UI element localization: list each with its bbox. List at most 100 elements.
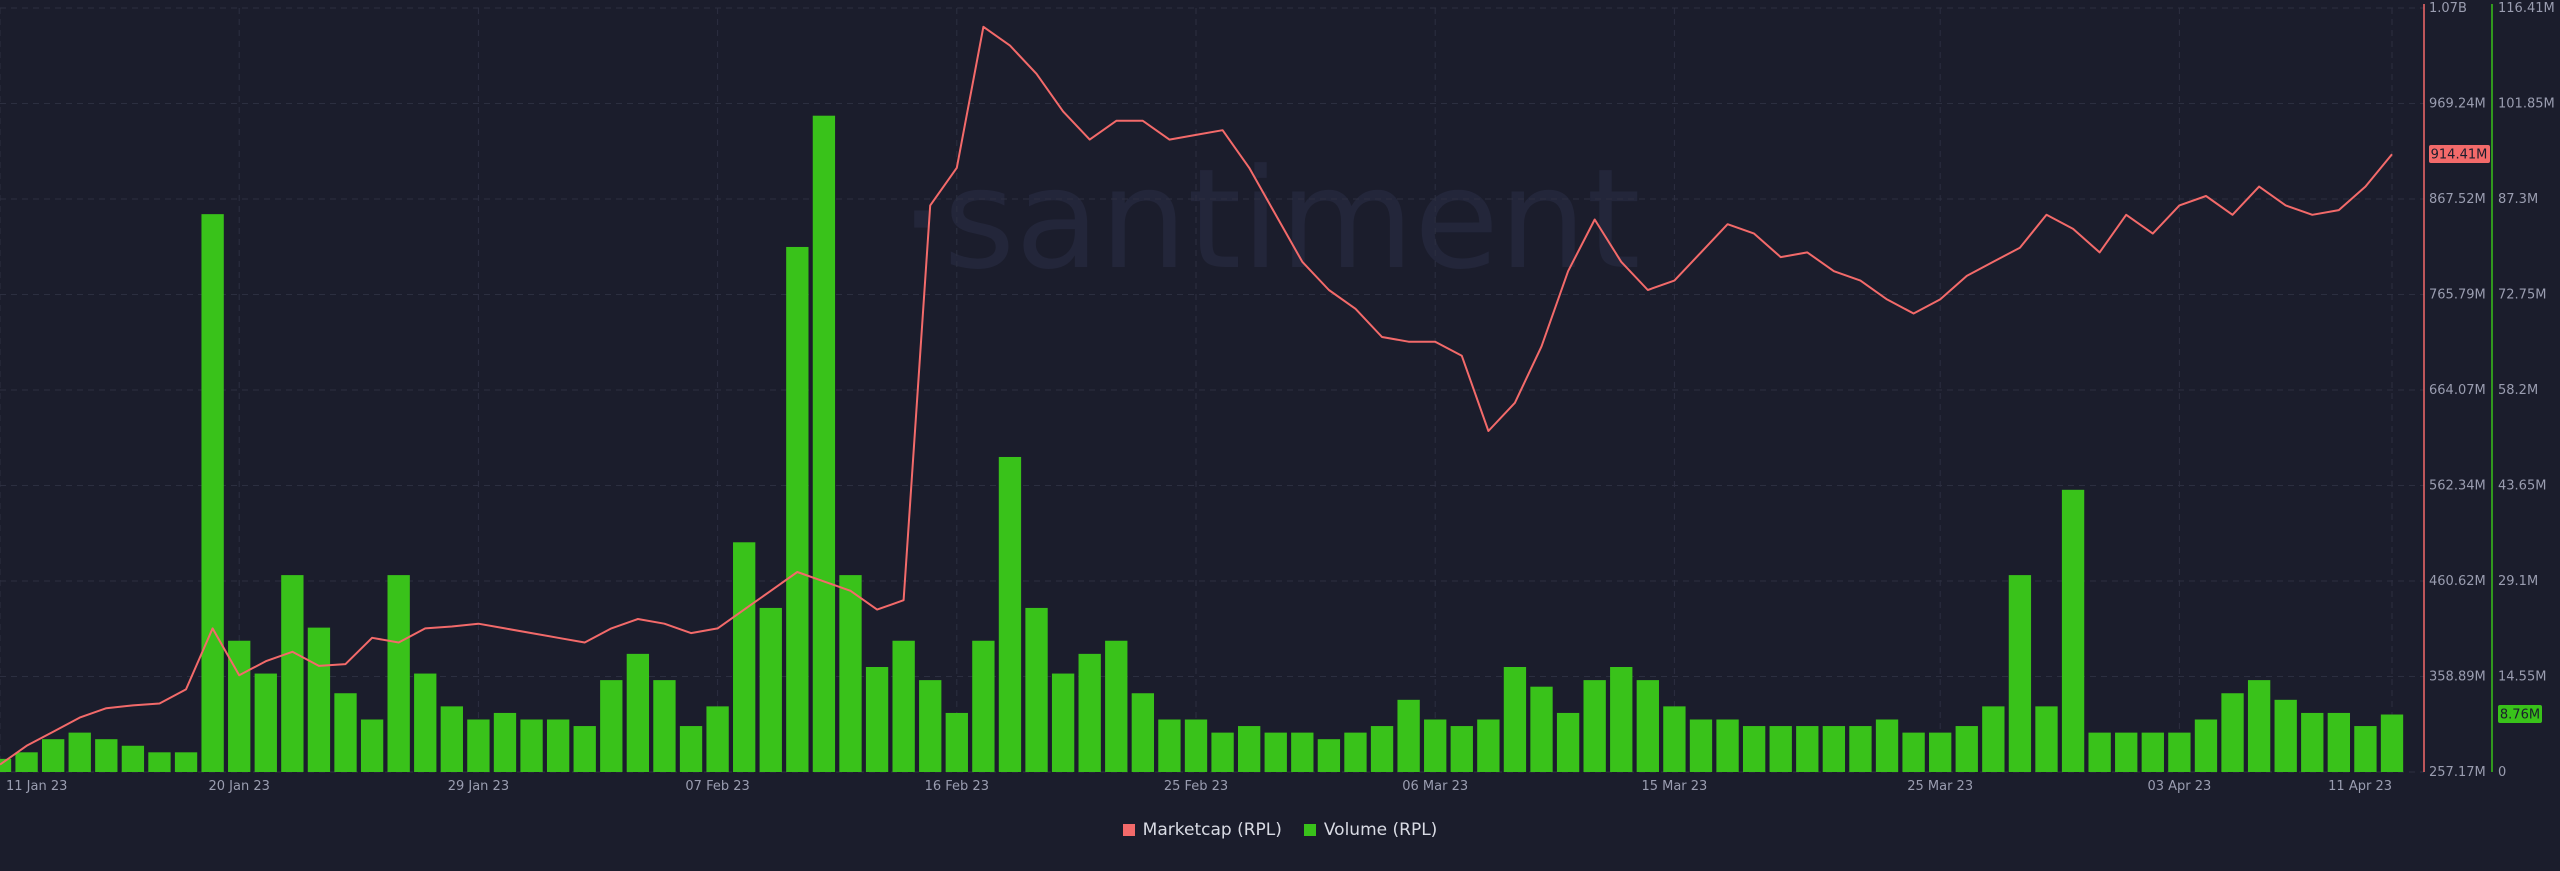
y-left-tick-label: 257.17M	[2429, 765, 2486, 780]
volume-bar	[972, 640, 995, 772]
volume-bar	[2061, 489, 2085, 772]
current-value-badges: 914.41M 8.76M	[2429, 145, 2542, 723]
volume-bar	[759, 607, 782, 772]
volume-bar	[307, 627, 331, 772]
x-tick-label: 29 Jan 23	[448, 779, 509, 794]
volume-bar	[1663, 706, 1686, 772]
volume-bar	[228, 640, 251, 772]
y-left-tick-label: 562.34M	[2429, 479, 2486, 494]
volume-bar	[2221, 693, 2244, 772]
volume-bar	[1264, 732, 1287, 772]
x-tick-label: 03 Apr 23	[2147, 779, 2211, 794]
volume-bar	[706, 706, 729, 772]
volume-bar	[334, 693, 357, 772]
volume-bar	[2354, 726, 2377, 772]
volume-bar	[1689, 719, 1713, 772]
volume-bar	[1982, 706, 2005, 772]
volume-bar	[1131, 693, 1155, 772]
x-tick-label: 11 Apr 23	[2328, 779, 2392, 794]
volume-bar	[1875, 719, 1899, 772]
legend-item-volume[interactable]: Volume (RPL)	[1303, 820, 1437, 840]
y-right-tick-label: 14.55M	[2498, 670, 2546, 685]
volume-bar	[626, 653, 650, 772]
volume-bar	[1849, 726, 1872, 772]
volume-bar	[2115, 732, 2138, 772]
volume-bar	[1822, 726, 1846, 772]
volume-bar	[1556, 712, 1580, 772]
y-right-tick-label: 72.75M	[2498, 288, 2546, 303]
volume-bar	[41, 739, 65, 772]
volume-bar	[679, 726, 703, 772]
volume-bar	[1796, 726, 1819, 772]
y-left-tick-label: 765.79M	[2429, 288, 2486, 303]
volume-badge-text: 8.76M	[2500, 708, 2540, 723]
y-left-tick-label: 969.24M	[2429, 97, 2486, 112]
volume-bar	[1716, 719, 1739, 772]
volume-bar	[1503, 666, 1527, 772]
watermark-text: ·santiment	[899, 139, 1640, 300]
volume-bar	[919, 680, 942, 772]
volume-bar	[1105, 640, 1128, 772]
axes: 1.07B 116.41M 969.24M 101.85M 867.52M 87.3M 76…	[6, 1, 2555, 794]
y-right-tick-label: 101.85M	[2498, 97, 2555, 112]
volume-bar	[839, 575, 862, 772]
volume-bar	[1902, 732, 1925, 772]
volume-bar	[493, 712, 517, 772]
x-tick-label: 11 Jan 23	[6, 779, 67, 794]
y-left-tick-label: 358.89M	[2429, 670, 2486, 685]
volume-bar	[1742, 726, 1766, 772]
volume-bar	[2247, 680, 2271, 772]
volume-bar	[546, 719, 570, 772]
volume-bar	[414, 673, 437, 772]
volume-bar	[174, 752, 198, 772]
y-left-tick-label: 1.07B	[2429, 1, 2467, 16]
volume-bar	[1450, 726, 1473, 772]
volume-bar	[945, 712, 968, 772]
marketcap-line	[0, 25, 2393, 766]
volume-bar	[653, 680, 676, 772]
volume-bar	[1769, 726, 1792, 772]
volume-bar	[2194, 719, 2218, 772]
x-tick-label: 25 Mar 23	[1907, 779, 1973, 794]
volume-bar	[1530, 686, 1553, 772]
volume-bar	[1344, 732, 1367, 772]
volume-bar	[360, 719, 384, 772]
x-tick-label: 06 Mar 23	[1402, 779, 1468, 794]
y-right-tick-label: 58.2M	[2498, 383, 2538, 398]
legend-item-marketcap[interactable]: Marketcap (RPL)	[1122, 820, 1282, 840]
y-right-tick-label: 29.1M	[2498, 574, 2538, 589]
y-left-tick-label: 460.62M	[2429, 574, 2486, 589]
volume-bar	[1051, 673, 1075, 772]
volume-bar	[1370, 726, 1394, 772]
volume-bar	[15, 752, 38, 772]
marketcap-line-group	[0, 25, 2393, 766]
x-tick-label: 25 Feb 23	[1164, 779, 1228, 794]
y-right-tick-label: 116.41M	[2498, 1, 2555, 16]
volume-bar	[467, 719, 490, 772]
volume-bar	[1424, 719, 1447, 772]
y-left-tick-label: 867.52M	[2429, 192, 2486, 207]
legend: Marketcap (RPL) Volume (RPL)	[0, 820, 2560, 840]
volume-bar	[892, 640, 915, 772]
volume-bar	[1211, 732, 1234, 772]
x-tick-label: 07 Feb 23	[685, 779, 749, 794]
y-right-tick-label: 87.3M	[2498, 192, 2538, 207]
volume-bar	[440, 706, 463, 772]
volume-bar	[812, 115, 836, 773]
volume-bar	[1610, 666, 1633, 772]
volume-bar	[573, 726, 596, 772]
volume-bar	[254, 673, 277, 772]
volume-bar	[2274, 699, 2297, 772]
volume-bar	[281, 575, 304, 772]
volume-bar	[387, 575, 410, 772]
volume-bar	[2301, 712, 2324, 772]
volume-bars	[0, 115, 2404, 773]
volume-bar	[1929, 732, 1952, 772]
y-right-tick-label: 0	[2498, 765, 2506, 780]
marketcap-badge-text: 914.41M	[2431, 148, 2488, 163]
volume-bar	[1158, 719, 1181, 772]
legend-swatch-volume	[1303, 824, 1316, 836]
volume-bar	[520, 719, 543, 772]
volume-bar	[1477, 719, 1500, 772]
